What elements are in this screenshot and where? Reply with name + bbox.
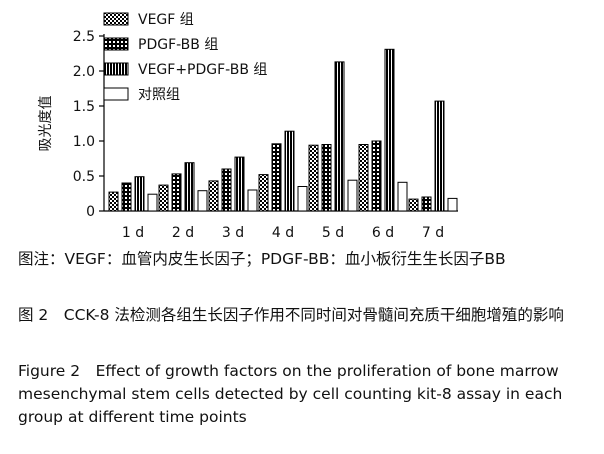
legend-swatch xyxy=(103,12,129,26)
figure-title-zh: 图 2 CCK-8 法检测各组生长因子作用不同时间对骨髓间充质干细胞增殖的影响 xyxy=(18,306,564,324)
bar xyxy=(371,140,382,212)
bar xyxy=(221,168,232,212)
bar xyxy=(197,190,208,212)
bar xyxy=(321,144,332,212)
bar xyxy=(134,176,145,212)
bar xyxy=(208,180,219,212)
bar xyxy=(397,181,408,212)
bar xyxy=(121,182,132,212)
bar xyxy=(308,144,319,212)
bar xyxy=(258,174,269,212)
x-tick-label: 1 d xyxy=(122,225,144,241)
bar xyxy=(334,61,345,212)
bar xyxy=(171,173,182,212)
chart-axes: 0 0.5 1.0 1.5 2.0 2.5 吸光度值 1 d 2 d 3 d 4 d 5 d 6 d 7 … xyxy=(38,29,458,241)
x-tick-label: 2 d xyxy=(172,225,194,241)
legend-label: VEGF+PDGF-BB 组 xyxy=(138,62,267,78)
y-tick-label: 0.5 xyxy=(73,169,95,185)
y-tick-label: 2.0 xyxy=(73,64,95,80)
bar xyxy=(147,193,158,212)
bar xyxy=(408,198,419,212)
bar xyxy=(421,196,432,212)
bar xyxy=(284,130,295,212)
x-tick-label: 5 d xyxy=(322,225,344,241)
y-tick-label: 1.5 xyxy=(73,99,95,115)
x-tick-label: 3 d xyxy=(222,225,244,241)
bar xyxy=(297,186,308,212)
y-axis-label: 吸光度值 xyxy=(38,96,54,152)
legend-label: PDGF-BB 组 xyxy=(138,37,218,53)
bar xyxy=(108,191,119,212)
bar xyxy=(184,162,195,212)
bar xyxy=(234,156,245,212)
legend-label: VEGF 组 xyxy=(138,12,194,28)
bar xyxy=(384,48,395,212)
legend-label: 对照组 xyxy=(138,87,180,103)
bar xyxy=(247,189,258,212)
figure-title-en: Figure 2 Effect of growth factors on the… xyxy=(18,362,563,426)
legend-swatch xyxy=(103,62,129,76)
bar xyxy=(347,179,358,212)
legend-swatch xyxy=(103,87,129,101)
y-tick-label: 1.0 xyxy=(73,134,95,150)
y-tick-label: 0 xyxy=(86,204,95,220)
legend-swatch xyxy=(103,37,129,51)
bar xyxy=(434,100,445,212)
bar-chart: 0 0.5 1.0 1.5 2.0 2.5 吸光度值 1 d 2 d 3 d 4 d 5 d 6 d 7 … xyxy=(38,12,458,241)
bar xyxy=(271,143,282,212)
bar xyxy=(447,197,458,212)
bar xyxy=(358,144,369,212)
x-tick-label: 4 d xyxy=(272,225,294,241)
x-tick-label: 7 d xyxy=(422,225,444,241)
y-tick-label: 2.5 xyxy=(73,29,95,45)
bar xyxy=(158,184,169,212)
chart-bars xyxy=(108,48,458,212)
figure-note: 图注：VEGF：血管内皮生长因子；PDGF-BB：血小板衍生生长因子BB xyxy=(18,250,506,268)
x-tick-label: 6 d xyxy=(372,225,394,241)
